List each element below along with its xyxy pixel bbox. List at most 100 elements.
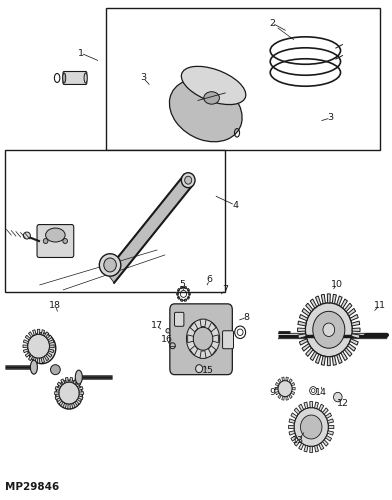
Polygon shape [350, 339, 358, 345]
Polygon shape [327, 356, 330, 366]
Text: 16: 16 [161, 336, 173, 344]
Polygon shape [180, 299, 183, 302]
Polygon shape [24, 349, 29, 352]
Ellipse shape [196, 364, 203, 372]
Polygon shape [188, 335, 194, 342]
Polygon shape [310, 402, 313, 407]
Polygon shape [76, 400, 81, 404]
Polygon shape [294, 440, 300, 446]
Polygon shape [276, 382, 279, 386]
Polygon shape [291, 382, 295, 386]
Polygon shape [33, 357, 36, 362]
Polygon shape [190, 322, 198, 332]
Polygon shape [327, 294, 330, 303]
Polygon shape [302, 308, 310, 316]
Text: 12: 12 [336, 398, 348, 407]
Polygon shape [341, 299, 347, 308]
Polygon shape [76, 382, 81, 387]
Polygon shape [292, 388, 295, 390]
Polygon shape [323, 408, 328, 414]
Ellipse shape [185, 176, 192, 184]
Polygon shape [200, 351, 206, 358]
Polygon shape [41, 357, 45, 362]
Polygon shape [200, 319, 206, 326]
Polygon shape [44, 356, 49, 360]
Polygon shape [291, 436, 297, 441]
Polygon shape [176, 292, 178, 295]
Ellipse shape [51, 364, 60, 374]
Text: 3: 3 [140, 74, 146, 82]
Polygon shape [291, 392, 295, 395]
Ellipse shape [59, 382, 79, 404]
Polygon shape [332, 294, 336, 304]
Ellipse shape [43, 238, 48, 244]
Polygon shape [299, 339, 308, 345]
Polygon shape [289, 426, 294, 428]
Polygon shape [190, 346, 198, 356]
Polygon shape [323, 440, 328, 446]
Polygon shape [47, 335, 52, 340]
Polygon shape [23, 345, 28, 348]
Text: 7: 7 [222, 286, 228, 294]
Polygon shape [187, 288, 190, 292]
Polygon shape [321, 356, 325, 366]
Polygon shape [298, 334, 306, 338]
Polygon shape [78, 386, 83, 390]
Polygon shape [337, 296, 342, 306]
Polygon shape [49, 340, 54, 344]
Text: 8: 8 [244, 313, 250, 322]
Polygon shape [350, 314, 358, 320]
Polygon shape [189, 292, 191, 295]
Ellipse shape [204, 92, 220, 104]
Ellipse shape [193, 328, 213, 350]
Polygon shape [49, 349, 54, 352]
Polygon shape [65, 404, 68, 408]
Text: 5: 5 [179, 280, 185, 289]
Text: 15: 15 [202, 366, 214, 375]
Ellipse shape [84, 73, 87, 83]
Polygon shape [177, 296, 180, 300]
Ellipse shape [63, 73, 66, 83]
Text: 14: 14 [315, 388, 327, 396]
Polygon shape [25, 352, 30, 357]
Ellipse shape [166, 328, 170, 333]
Text: 10: 10 [330, 280, 343, 289]
Polygon shape [44, 332, 49, 337]
Polygon shape [337, 354, 342, 364]
Ellipse shape [45, 228, 65, 242]
Polygon shape [321, 294, 325, 304]
Polygon shape [286, 396, 289, 400]
Polygon shape [57, 382, 62, 387]
Ellipse shape [169, 79, 242, 142]
Polygon shape [345, 303, 352, 312]
Polygon shape [177, 288, 180, 292]
Text: 9: 9 [269, 388, 275, 396]
Ellipse shape [63, 238, 67, 244]
Polygon shape [73, 379, 77, 384]
Polygon shape [341, 352, 347, 360]
Polygon shape [298, 328, 305, 332]
Polygon shape [184, 299, 187, 302]
Polygon shape [310, 446, 313, 452]
Polygon shape [25, 335, 30, 340]
Ellipse shape [181, 172, 195, 188]
Polygon shape [106, 175, 192, 283]
Polygon shape [291, 413, 297, 418]
Ellipse shape [305, 303, 352, 356]
Polygon shape [315, 446, 319, 452]
Bar [5, 150, 225, 292]
Ellipse shape [278, 380, 292, 396]
Ellipse shape [28, 334, 49, 358]
Bar [106, 8, 379, 150]
Polygon shape [299, 404, 304, 411]
Polygon shape [57, 400, 62, 404]
Ellipse shape [31, 360, 37, 374]
Polygon shape [310, 352, 317, 360]
Polygon shape [298, 321, 306, 326]
Polygon shape [302, 344, 310, 351]
Ellipse shape [56, 380, 82, 409]
Polygon shape [78, 396, 83, 400]
Polygon shape [65, 378, 68, 382]
Polygon shape [316, 296, 321, 306]
Polygon shape [47, 352, 52, 357]
